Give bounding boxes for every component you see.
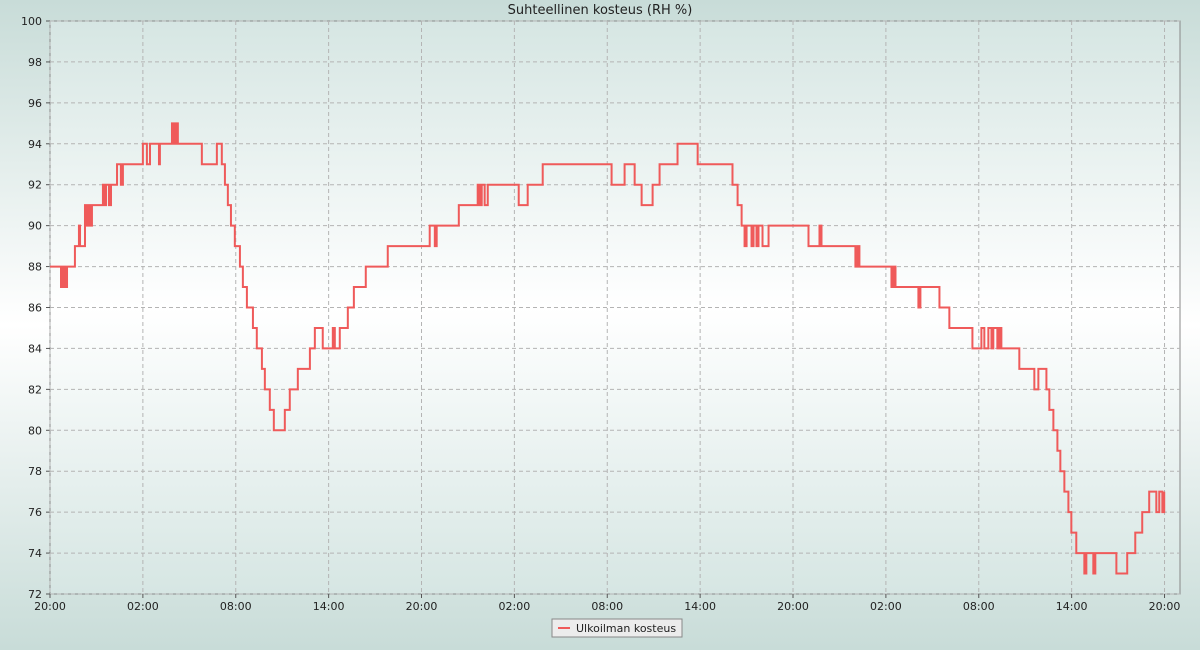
- x-tick-label: 20:00: [1149, 600, 1181, 613]
- y-tick-label: 84: [28, 342, 42, 355]
- y-tick-label: 94: [28, 138, 42, 151]
- chart-title: Suhteellinen kosteus (RH %): [508, 3, 693, 18]
- legend-label: Ulkoilman kosteus: [576, 622, 676, 635]
- y-tick-label: 88: [28, 261, 42, 274]
- y-tick-label: 96: [28, 97, 42, 110]
- y-tick-label: 98: [28, 56, 42, 69]
- x-tick-label: 20:00: [777, 600, 809, 613]
- x-tick-label: 20:00: [34, 600, 66, 613]
- y-tick-label: 92: [28, 179, 42, 192]
- x-tick-label: 08:00: [591, 600, 623, 613]
- legend-box: [551, 618, 683, 638]
- y-tick-label: 90: [28, 220, 42, 233]
- y-tick-label: 78: [28, 465, 42, 478]
- y-tick-label: 80: [28, 424, 42, 437]
- data-line: [50, 122, 1166, 575]
- x-tick-label: 02:00: [870, 600, 902, 613]
- y-tick-label: 86: [28, 302, 42, 315]
- y-tick-label: 72: [28, 588, 42, 601]
- x-tick-label: 20:00: [406, 600, 438, 613]
- x-tick-label: 14:00: [1056, 600, 1088, 613]
- y-tick-label: 100: [21, 15, 42, 28]
- x-tick-label: 08:00: [220, 600, 252, 613]
- x-tick-label: 08:00: [963, 600, 995, 613]
- y-tick-label: 76: [28, 506, 42, 519]
- x-tick-label: 14:00: [313, 600, 345, 613]
- y-tick-label: 82: [28, 383, 42, 396]
- x-tick-label: 02:00: [127, 600, 159, 613]
- x-tick-label: 14:00: [684, 600, 716, 613]
- x-tick-label: 02:00: [499, 600, 531, 613]
- y-tick-label: 74: [28, 547, 42, 560]
